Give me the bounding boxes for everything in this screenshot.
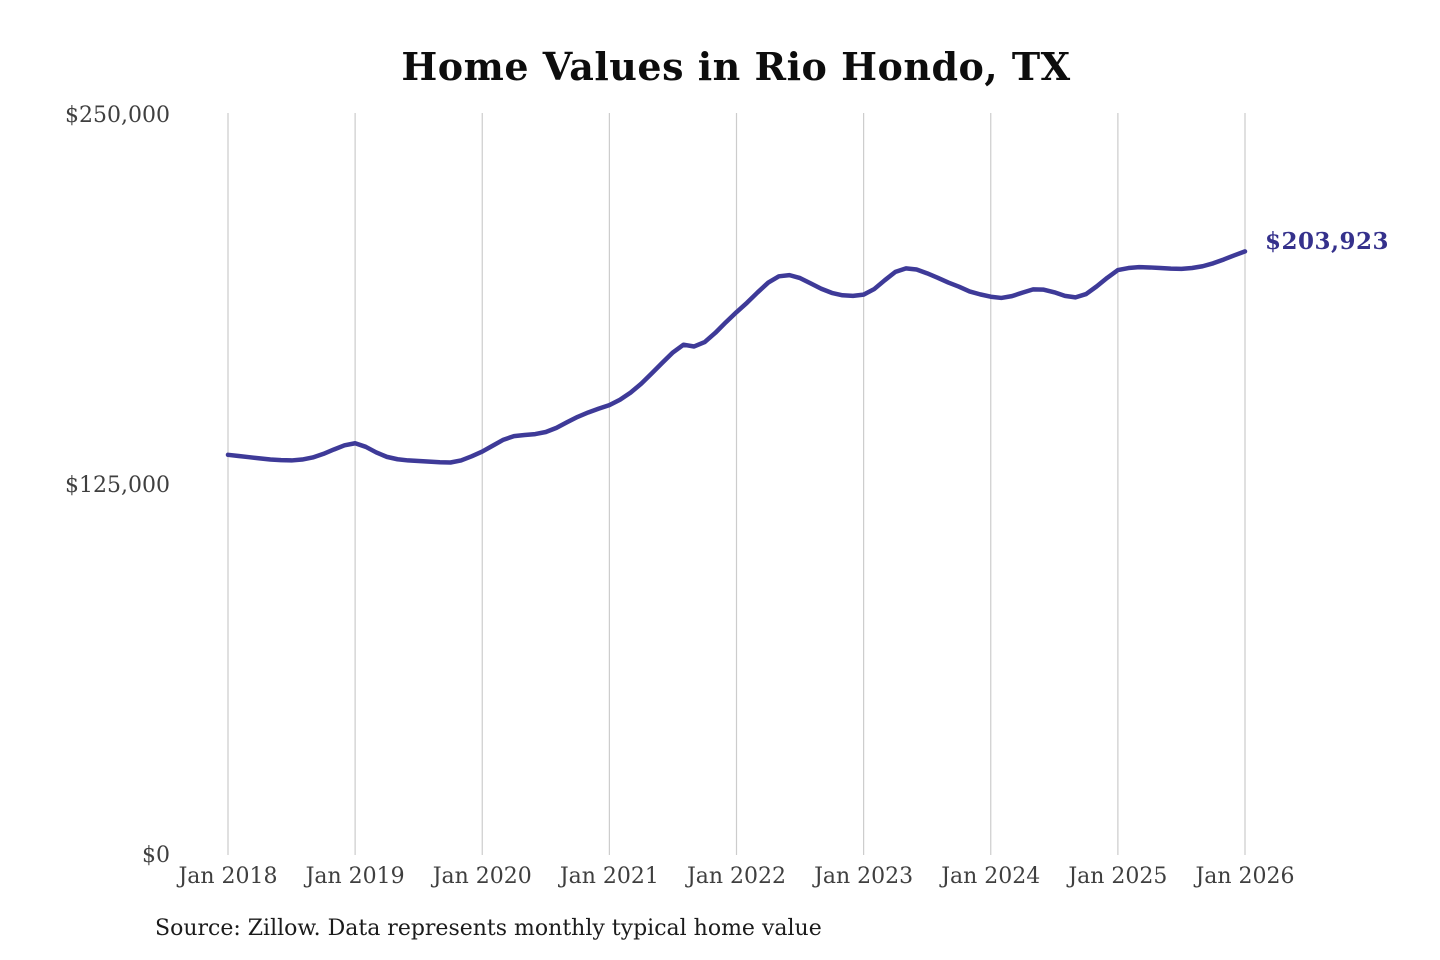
source-note: Source: Zillow. Data represents monthly …	[155, 916, 822, 941]
y-tick-label: $0	[142, 843, 170, 868]
x-tick-label: Jan 2019	[304, 864, 405, 889]
chart-title: Home Values in Rio Hondo, TX	[401, 44, 1071, 89]
latest-value-label: $203,923	[1265, 228, 1390, 255]
x-tick-label: Jan 2020	[431, 864, 532, 889]
x-tick-label: Jan 2022	[685, 864, 786, 889]
y-tick-label: $125,000	[65, 473, 170, 498]
home-value-line	[225, 249, 1248, 465]
y-tick-label: $250,000	[65, 103, 170, 128]
x-tick-label: Jan 2018	[176, 864, 277, 889]
x-tick-label: Jan 2026	[1193, 864, 1294, 889]
x-tick-label: Jan 2023	[812, 864, 913, 889]
x-tick-label: Jan 2021	[558, 864, 659, 889]
x-tick-label: Jan 2025	[1066, 864, 1167, 889]
x-tick-label: Jan 2024	[939, 864, 1040, 889]
